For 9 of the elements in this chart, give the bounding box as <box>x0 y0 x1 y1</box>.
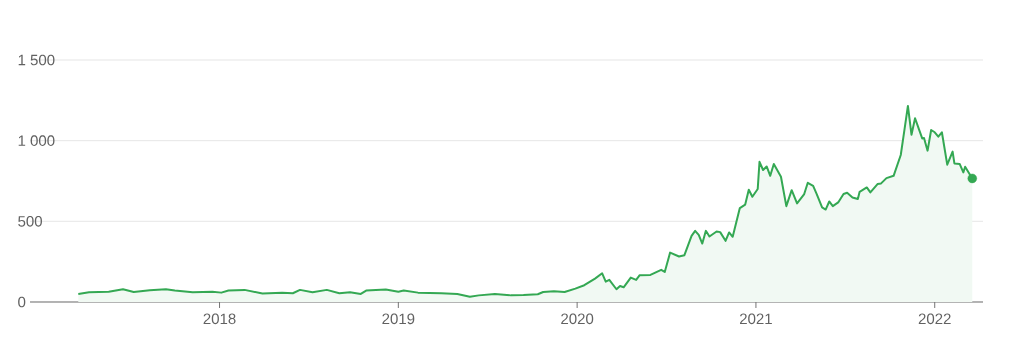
y-tick-label: 1 500 <box>18 54 55 66</box>
x-tick-label: 2020 <box>561 313 594 325</box>
y-tick-label: 500 <box>18 216 42 227</box>
x-tick-label: 2018 <box>203 313 236 325</box>
y-tick-label: 0 <box>18 296 26 308</box>
y-tick-label: 1 000 <box>18 135 55 146</box>
x-tick-label: 2019 <box>382 313 415 325</box>
x-tick-label: 2021 <box>740 313 772 325</box>
x-tick-label: 2022 <box>918 313 951 325</box>
